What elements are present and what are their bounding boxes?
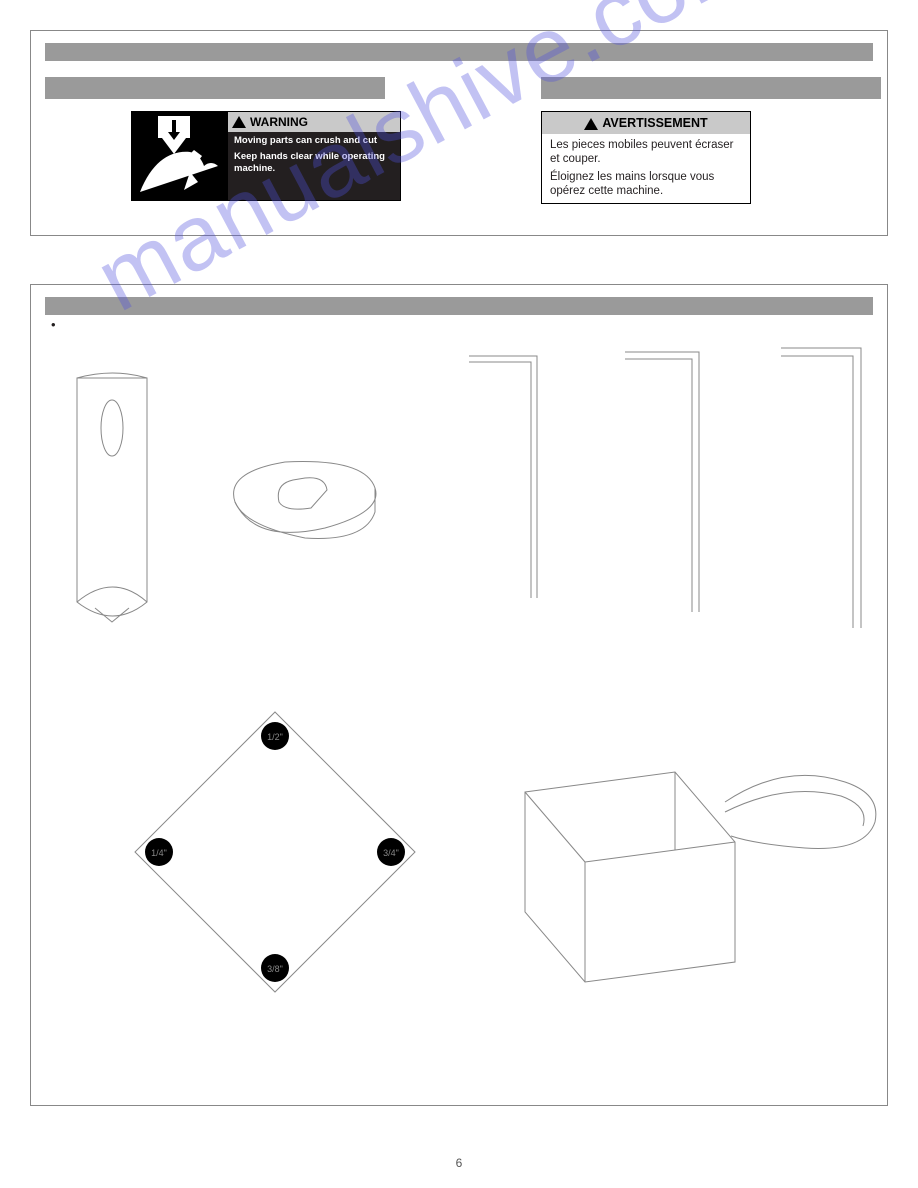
eccentric-cam-icon <box>215 452 385 562</box>
hex-key-5mm-icon <box>777 342 865 632</box>
avert-line-1: Les pieces mobiles peuvent écraser et co… <box>550 138 742 167</box>
warning-title-text: WARNING <box>250 115 308 129</box>
warning-title: WARNING <box>228 112 400 132</box>
avertissement-card: AVERTISSEMENT Les pieces mobiles peuvent… <box>541 111 751 204</box>
hex-key-4mm-icon <box>621 346 703 616</box>
avert-title: AVERTISSEMENT <box>542 112 750 134</box>
warning-triangle-icon <box>584 118 598 130</box>
vblock-icon <box>67 372 157 632</box>
svg-text:1/2": 1/2" <box>267 732 283 742</box>
contents-intro: • <box>51 317 873 332</box>
english-header-bar <box>45 77 385 99</box>
avert-line-2: Éloignez les mains lorsque vous opérez c… <box>550 170 742 199</box>
english-column: WARNING Moving parts can crush and cut K… <box>45 67 401 204</box>
warning-line-1: Moving parts can crush and cut <box>234 135 394 147</box>
french-column: AVERTISSEMENT Les pieces mobiles peuvent… <box>541 67 881 204</box>
crush-hazard-icon <box>132 112 228 200</box>
diagram-area: 1/2" 3/4" 3/8" 1/4" <box>45 332 873 1082</box>
warning-triangle-icon <box>232 116 246 128</box>
svg-text:1/4": 1/4" <box>151 848 167 858</box>
hex-key-3mm-icon <box>465 350 541 600</box>
honing-jig-icon <box>485 732 885 992</box>
page-number: 6 <box>0 1156 918 1170</box>
avert-title-text: AVERTISSEMENT <box>602 116 707 130</box>
french-header-bar <box>541 77 881 99</box>
contents-header-bar <box>45 297 873 315</box>
labels-section: WARNING Moving parts can crush and cut K… <box>30 30 888 236</box>
svg-text:3/8": 3/8" <box>267 964 283 974</box>
contents-section: • <box>30 284 888 1106</box>
warning-line-2: Keep hands clear while operating machine… <box>234 151 394 175</box>
warning-label-card: WARNING Moving parts can crush and cut K… <box>131 111 401 201</box>
section-header-bar <box>45 43 873 61</box>
roundover-gauge-icon: 1/2" 3/4" 3/8" 1/4" <box>125 702 425 1002</box>
svg-text:3/4": 3/4" <box>383 848 399 858</box>
